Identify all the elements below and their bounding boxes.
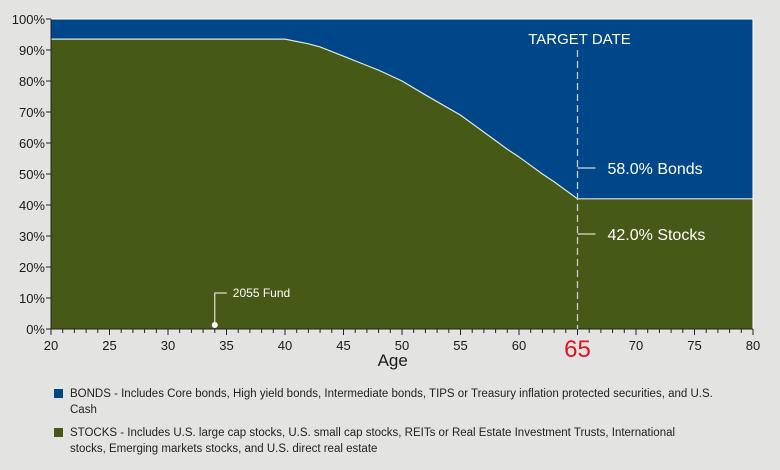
y-tick-label: 90%	[19, 43, 45, 58]
x-tick-label: 20	[44, 338, 58, 353]
x-tick-label: 45	[336, 338, 350, 353]
x-axis-label: Age	[378, 351, 408, 370]
y-tick-label: 50%	[19, 167, 45, 182]
y-tick-label: 70%	[19, 105, 45, 120]
x-tick-label: 70	[629, 338, 643, 353]
target-age-label: 65	[564, 336, 591, 363]
x-tick-label: 50	[395, 338, 409, 353]
x-tick-label: 75	[687, 338, 701, 353]
y-tick-label: 30%	[19, 229, 45, 244]
y-tick-label: 80%	[19, 74, 45, 89]
target-date-label: TARGET DATE	[528, 31, 631, 48]
bonds-swatch	[54, 389, 63, 398]
glide-path-chart: 0% 10% 20% 30% 40% 50% 60% 70% 80% 90% 100% 20 25 30 3…	[12, 12, 760, 370]
legend-bonds: BONDS - Includes Core bonds, High yield …	[54, 386, 714, 418]
x-tick-label: 30	[161, 338, 175, 353]
legend-stocks: STOCKS - Includes U.S. large cap stocks,…	[54, 425, 714, 457]
y-tick-label: 100%	[12, 12, 46, 27]
stocks-annotation: 42.0% Stocks	[608, 227, 706, 244]
y-tick-label: 60%	[19, 136, 45, 151]
x-tick-label: 40	[278, 338, 292, 353]
fund-marker-dot	[211, 322, 218, 328]
x-tick-label: 55	[453, 338, 467, 353]
legend-bonds-text: BONDS - Includes Core bonds, High yield …	[70, 388, 713, 416]
stocks-swatch	[54, 428, 63, 437]
y-tick-label: 20%	[19, 260, 45, 275]
x-tick-label: 25	[102, 338, 116, 353]
y-tick-label: 10%	[19, 291, 45, 306]
x-tick-label: 80	[746, 338, 760, 353]
bonds-annotation: 58.0% Bonds	[608, 161, 703, 178]
x-tick-label: 60	[512, 338, 526, 353]
y-tick-label: 0%	[26, 322, 45, 337]
legend-stocks-text: STOCKS - Includes U.S. large cap stocks,…	[70, 427, 676, 455]
stocks-area	[51, 39, 753, 330]
x-tick-label: 35	[219, 338, 233, 353]
fund-label: 2055 Fund	[233, 286, 290, 300]
fund-leader-line	[214, 292, 227, 325]
allocation-boundary-line	[51, 38, 753, 200]
y-tick-label: 40%	[19, 198, 45, 213]
